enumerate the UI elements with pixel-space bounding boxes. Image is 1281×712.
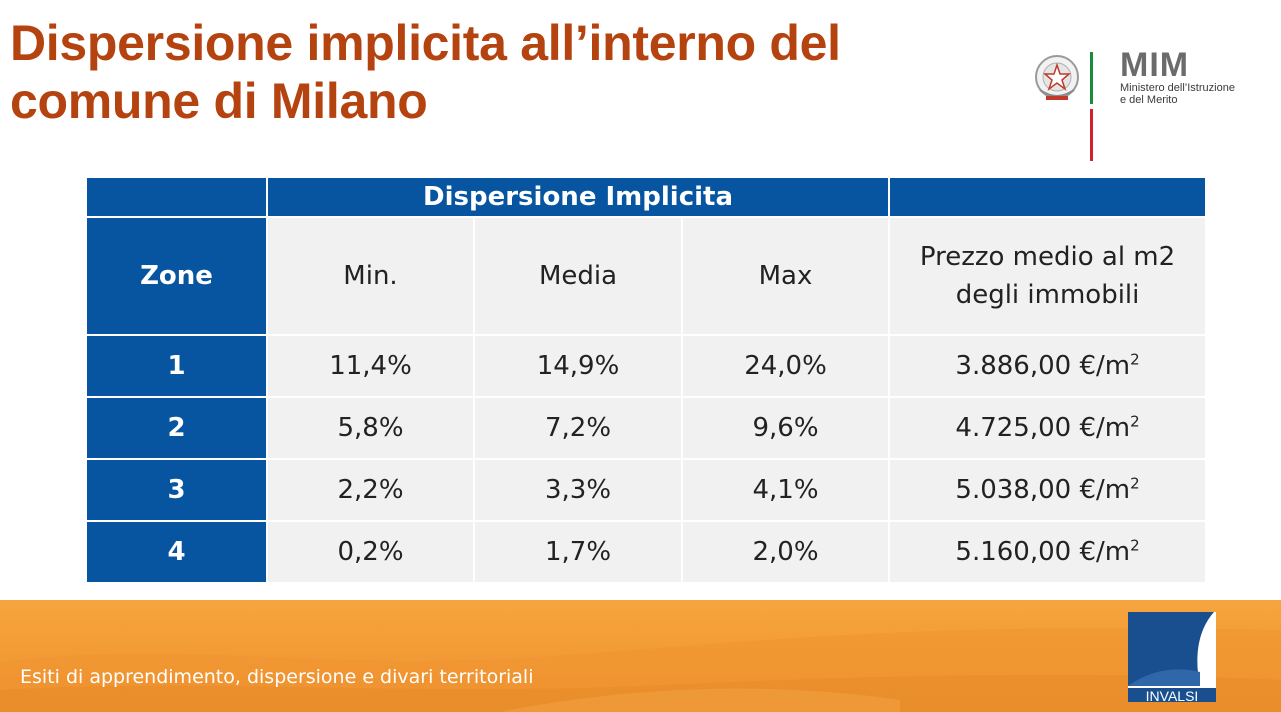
slide-title: Dispersione implicita all’interno del co… [10,14,841,130]
column-header-min: Min. [266,216,475,336]
group-header-dispersione: Dispersione Implicita [265,176,891,218]
price-value: 4.725,00 €/m [955,413,1131,443]
table-row: 3 2,2% 3,3% 4,1% 5.038,00 €/m2 [85,458,1208,522]
price-cell: 5.038,00 €/m2 [888,458,1208,522]
column-header-zone: Zone [85,216,268,336]
min-cell: 0,2% [266,520,475,584]
price-cell: 3.886,00 €/m2 [888,334,1208,398]
mim-acronym: MIM [1120,46,1190,84]
media-cell: 7,2% [473,396,683,460]
table-row: 4 0,2% 1,7% 2,0% 5.160,00 €/m2 [85,520,1208,584]
dispersion-table: Dispersione Implicita Zone Min. Media Ma… [85,176,1208,584]
header-empty-cell [888,176,1208,218]
price-cell: 4.725,00 €/m2 [888,396,1208,460]
header-empty-cell [85,176,268,218]
slide-title-line-2: comune di Milano [10,73,428,129]
table-group-header-row: Dispersione Implicita [85,176,1208,218]
price-cell: 5.160,00 €/m2 [888,520,1208,584]
unit-exponent: 2 [1130,536,1140,555]
zone-cell: 3 [85,458,268,522]
mim-subtitle-line-1: Ministero dell’Istruzione [1120,82,1235,94]
invalsi-sail-icon [1128,612,1216,686]
invalsi-logo: INVALSI [1128,612,1216,704]
mim-logo: MIM Ministero dell’Istruzione e del Meri… [1032,46,1262,161]
italian-emblem-icon [1035,55,1079,100]
max-cell: 9,6% [680,396,891,460]
price-value: 5.160,00 €/m [955,537,1131,567]
table-column-header-row: Zone Min. Media Max Prezzo medio al m2 d… [85,216,1208,336]
column-header-price: Prezzo medio al m2 degli immobili [888,216,1208,336]
media-cell: 1,7% [473,520,683,584]
column-header-media: Media [473,216,683,336]
column-header-max: Max [680,216,891,336]
footer-caption: Esiti di apprendimento, dispersione e di… [20,666,534,688]
unit-exponent: 2 [1130,350,1140,369]
footer-band: Esiti di apprendimento, dispersione e di… [0,600,1281,712]
max-cell: 24,0% [680,334,891,398]
max-cell: 4,1% [680,458,891,522]
max-cell: 2,0% [680,520,891,584]
invalsi-label: INVALSI [1128,686,1216,704]
table-row: 2 5,8% 7,2% 9,6% 4.725,00 €/m2 [85,396,1208,460]
column-header-price-line-1: Prezzo medio al m2 [919,242,1176,272]
column-header-price-line-2: degli immobili [955,280,1140,310]
mim-subtitle-line-2: e del Merito [1120,94,1178,106]
zone-cell: 4 [85,520,268,584]
min-cell: 5,8% [266,396,475,460]
slide-title-line-1: Dispersione implicita all’interno del [10,15,841,71]
footer-wave-decoration [0,627,1281,712]
media-cell: 14,9% [473,334,683,398]
zone-cell: 2 [85,396,268,460]
table-row: 1 11,4% 14,9% 24,0% 3.886,00 €/m2 [85,334,1208,398]
unit-exponent: 2 [1130,412,1140,431]
price-value: 3.886,00 €/m [955,351,1131,381]
unit-exponent: 2 [1130,474,1140,493]
min-cell: 2,2% [266,458,475,522]
min-cell: 11,4% [266,334,475,398]
price-value: 5.038,00 €/m [955,475,1131,505]
italian-flag-icon [1090,52,1104,161]
zone-cell: 1 [85,334,268,398]
media-cell: 3,3% [473,458,683,522]
